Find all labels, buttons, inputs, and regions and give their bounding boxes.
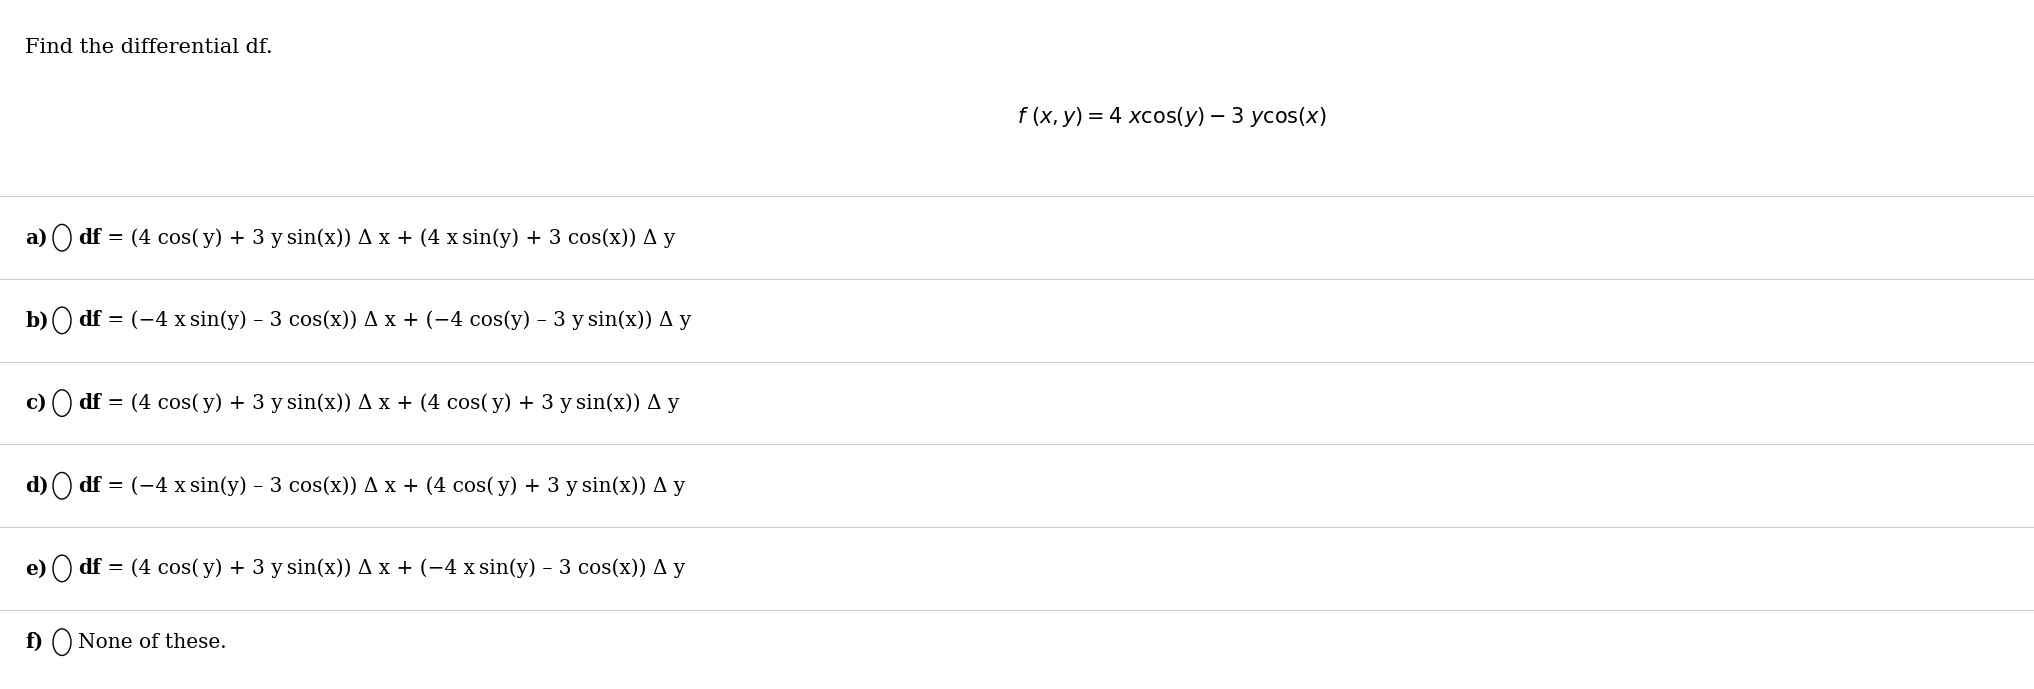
Text: $\mathit{f}\ (x,y) = 4\ x\cos(y) - 3\ y\cos(x)$: $\mathit{f}\ (x,y) = 4\ x\cos(y) - 3\ y\… bbox=[1017, 105, 1326, 129]
Text: = (4 cos( y) + 3 y sin(x)) Δ x + (4 x sin(y) + 3 cos(x)) Δ y: = (4 cos( y) + 3 y sin(x)) Δ x + (4 x si… bbox=[102, 228, 675, 247]
Text: = (−4 x sin(y) – 3 cos(x)) Δ x + (−4 cos(y) – 3 y sin(x)) Δ y: = (−4 x sin(y) – 3 cos(x)) Δ x + (−4 cos… bbox=[102, 311, 692, 330]
Text: = (4 cos( y) + 3 y sin(x)) Δ x + (−4 x sin(y) – 3 cos(x)) Δ y: = (4 cos( y) + 3 y sin(x)) Δ x + (−4 x s… bbox=[102, 559, 685, 578]
Text: df: df bbox=[77, 227, 102, 248]
Text: a): a) bbox=[24, 227, 47, 248]
Text: df: df bbox=[77, 393, 102, 413]
Text: Find the differential df.: Find the differential df. bbox=[24, 38, 273, 57]
Text: = (4 cos( y) + 3 y sin(x)) Δ x + (4 cos( y) + 3 y sin(x)) Δ y: = (4 cos( y) + 3 y sin(x)) Δ x + (4 cos(… bbox=[102, 393, 679, 413]
Text: df: df bbox=[77, 310, 102, 331]
Text: c): c) bbox=[24, 393, 47, 413]
Text: e): e) bbox=[24, 558, 47, 579]
Text: df: df bbox=[77, 558, 102, 579]
Text: None of these.: None of these. bbox=[77, 633, 226, 652]
Text: = (−4 x sin(y) – 3 cos(x)) Δ x + (4 cos( y) + 3 y sin(x)) Δ y: = (−4 x sin(y) – 3 cos(x)) Δ x + (4 cos(… bbox=[102, 476, 685, 495]
Text: b): b) bbox=[24, 310, 49, 331]
Text: d): d) bbox=[24, 475, 49, 496]
Text: f): f) bbox=[24, 632, 43, 652]
Text: df: df bbox=[77, 475, 102, 496]
